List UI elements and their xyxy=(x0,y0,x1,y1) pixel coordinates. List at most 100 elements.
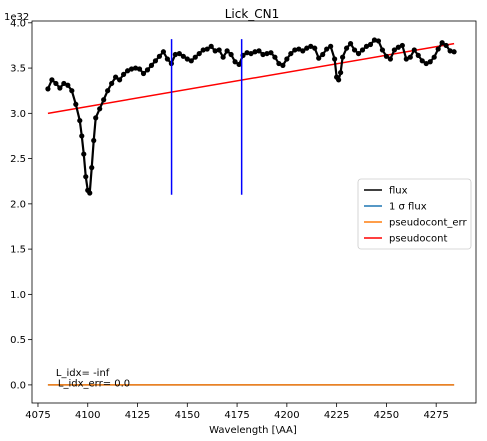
flux-point xyxy=(248,50,254,57)
flux-point xyxy=(45,86,51,92)
flux-point xyxy=(272,54,278,60)
flux-point xyxy=(97,106,103,112)
flux-point xyxy=(204,46,210,52)
x-tick-label: 4250 xyxy=(374,410,399,421)
flux-point xyxy=(264,50,270,57)
legend: flux 1 σ flux pseudocont_err pseudocont xyxy=(357,178,472,250)
y-tick-label: 1.0 xyxy=(10,290,26,301)
flux-point xyxy=(363,43,370,49)
flux-point xyxy=(296,46,302,52)
y-tick-label: 3.0 xyxy=(10,109,26,120)
flux-point xyxy=(172,51,178,58)
y-tick-label: 2.0 xyxy=(10,199,26,210)
flux-point xyxy=(415,52,421,58)
flux-point xyxy=(308,43,314,49)
flux-point xyxy=(324,46,330,52)
flux-point xyxy=(109,80,115,87)
flux-point xyxy=(93,115,99,121)
flux-point xyxy=(351,47,358,53)
flux-point xyxy=(355,50,362,57)
x-tick-label: 4275 xyxy=(423,410,448,421)
flux-point xyxy=(89,165,95,171)
flux-point xyxy=(144,67,151,73)
flux-point xyxy=(53,80,59,87)
y-tick-label: 0.0 xyxy=(10,380,26,391)
flux-point xyxy=(83,174,89,180)
flux-point xyxy=(73,101,79,107)
legend-label: flux xyxy=(389,186,408,197)
flux-point xyxy=(136,66,143,72)
flux-point xyxy=(375,38,382,44)
flux-point xyxy=(288,50,294,57)
flux-point xyxy=(260,51,266,58)
flux-point xyxy=(343,45,350,51)
flux-point xyxy=(320,51,326,58)
flux-point xyxy=(105,88,111,94)
flux-point xyxy=(336,77,342,83)
flux-point xyxy=(224,48,230,54)
y-tick-label: 0.5 xyxy=(10,335,26,346)
flux-point xyxy=(391,47,397,53)
flux-point xyxy=(383,53,390,59)
flux-point xyxy=(160,49,167,55)
flux-point xyxy=(236,61,242,68)
flux-point xyxy=(316,55,322,61)
flux-point xyxy=(49,77,55,83)
flux-point xyxy=(387,56,393,62)
flux-point xyxy=(113,74,119,80)
flux-point xyxy=(212,48,218,54)
flux-point xyxy=(292,47,298,53)
flux-point xyxy=(367,41,374,48)
x-tick-label: 4175 xyxy=(224,410,249,421)
index-annotation: L_idx= -inf xyxy=(56,368,110,379)
flux-point xyxy=(61,80,67,87)
axes-frame xyxy=(31,20,477,404)
x-tick-label: 4075 xyxy=(25,410,50,421)
flux-point xyxy=(340,54,346,60)
flux-point xyxy=(220,54,226,60)
flux-point xyxy=(140,70,147,77)
flux-point xyxy=(276,60,282,67)
flux-point xyxy=(156,53,163,59)
flux-point xyxy=(268,50,274,56)
flux-point xyxy=(395,44,401,50)
legend-label: pseudocont xyxy=(389,234,447,245)
y-tick-label: 2.5 xyxy=(10,154,26,165)
flux-point xyxy=(304,45,310,51)
flux-point xyxy=(439,40,445,46)
flux-point xyxy=(216,47,222,53)
legend-label: pseudocont_err xyxy=(389,218,467,229)
x-tick-label: 4200 xyxy=(274,410,299,421)
flux-point xyxy=(431,54,437,60)
flux-point xyxy=(232,59,238,65)
flux-point xyxy=(65,82,71,88)
flux-point xyxy=(87,190,93,196)
flux-point xyxy=(256,48,262,54)
flux-point xyxy=(128,66,135,72)
flux-point xyxy=(188,58,194,64)
index-annotation: L_idx_err= 0.0 xyxy=(58,379,130,390)
flux-point xyxy=(451,49,457,55)
flux-point xyxy=(284,56,290,62)
flux-point xyxy=(411,47,417,53)
flux-point xyxy=(347,41,354,47)
flux-point xyxy=(312,45,318,51)
flux-point xyxy=(359,47,366,53)
flux-point xyxy=(180,53,186,59)
flux-point xyxy=(332,56,338,62)
flux-point xyxy=(300,48,306,54)
flux-point xyxy=(208,43,214,49)
flux-point xyxy=(77,117,83,124)
flux-point xyxy=(252,49,258,55)
flux-point xyxy=(176,50,182,57)
flux-point xyxy=(79,133,85,139)
series-layer xyxy=(45,37,457,386)
flux-point xyxy=(120,71,127,78)
ticks-layer: 4075 4100 4125 4150 4175 4200 4225 4250 4275 0.0 0… xyxy=(10,18,449,421)
flux-point xyxy=(427,59,433,65)
flux-point xyxy=(443,42,449,49)
flux-point xyxy=(148,62,155,68)
flux-point xyxy=(371,37,378,43)
